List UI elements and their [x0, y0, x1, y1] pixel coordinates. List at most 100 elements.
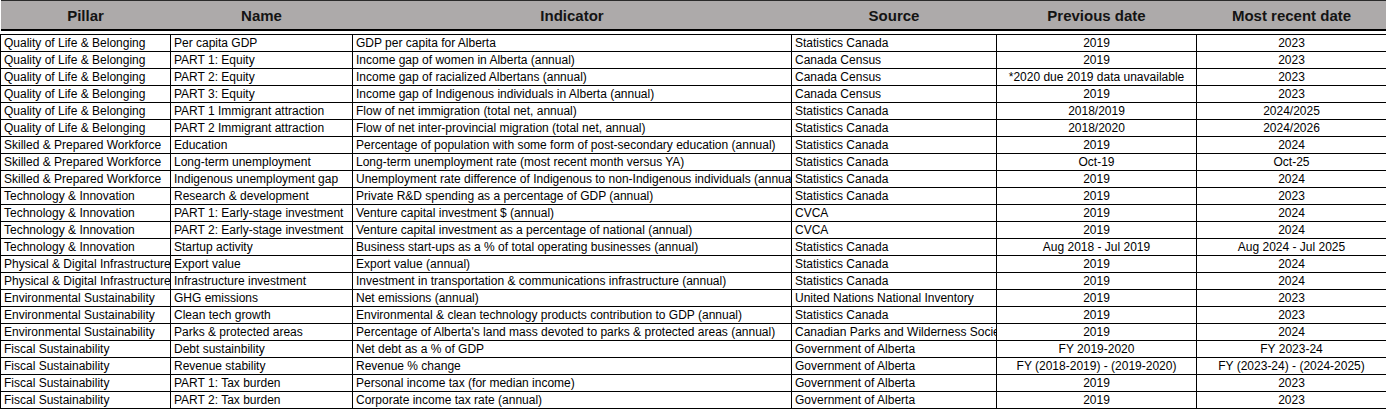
table-cell: 2023: [1197, 69, 1386, 86]
table-cell: 2019: [997, 35, 1197, 52]
table-cell: Income gap of Indigenous individuals in …: [353, 86, 792, 103]
table-cell: Quality of Life & Belonging: [1, 86, 171, 103]
table-cell: GDP per capita for Alberta: [353, 35, 792, 52]
header-row: Pillar Name Indicator Source Previous da…: [1, 1, 1386, 31]
table-cell: 2023: [1197, 375, 1386, 392]
table-cell: 2023: [1197, 52, 1386, 69]
table-cell: Technology & Innovation: [1, 239, 171, 256]
table-cell: 2023: [1197, 188, 1386, 205]
table-cell: 2023: [1197, 307, 1386, 324]
table-row: Quality of Life & BelongingPART 1 Immigr…: [1, 103, 1386, 120]
table-cell: 2024/2026: [1197, 120, 1386, 137]
table-cell: Physical & Digital Infrastructure: [1, 256, 171, 273]
table-cell: PART 2: Equity: [171, 69, 353, 86]
table-cell: 2024: [1197, 273, 1386, 290]
table-cell: PART 1: Early-stage investment: [171, 205, 353, 222]
table-cell: Skilled & Prepared Workforce: [1, 171, 171, 188]
table-cell: CVCA: [792, 205, 997, 222]
table-cell: Oct-25: [1197, 154, 1386, 171]
table-row: Fiscal SustainabilityDebt sustainbilityN…: [1, 341, 1386, 358]
table-cell: Flow of net inter-provincial migration (…: [353, 120, 792, 137]
table-cell: Clean tech growth: [171, 307, 353, 324]
table-cell: Canadian Parks and Wilderness Society: [792, 324, 997, 341]
table-cell: Net emissions (annual): [353, 290, 792, 307]
table-cell: Fiscal Sustainability: [1, 358, 171, 375]
table-cell: Revenue % change: [353, 358, 792, 375]
table-cell: Indigenous unemployment gap: [171, 171, 353, 188]
table-row: Quality of Life & BelongingPART 1: Equit…: [1, 52, 1386, 69]
table-cell: Environmental Sustainability: [1, 307, 171, 324]
table-cell: Technology & Innovation: [1, 222, 171, 239]
table-cell: 2019: [997, 273, 1197, 290]
table-row: Skilled & Prepared WorkforceIndigenous u…: [1, 171, 1386, 188]
table-cell: 2018/2020: [997, 120, 1197, 137]
table-row: Physical & Digital InfrastructureInfrast…: [1, 273, 1386, 290]
table-cell: Statistics Canada: [792, 137, 997, 154]
table-cell: 2019: [997, 375, 1197, 392]
table-cell: Export value: [171, 256, 353, 273]
table-row: Technology & InnovationStartup activityB…: [1, 239, 1386, 256]
table-cell: Technology & Innovation: [1, 188, 171, 205]
table-cell: FY (2023-24) - (2024-2025): [1197, 358, 1386, 375]
table-cell: Government of Alberta: [792, 341, 997, 358]
table-cell: Statistics Canada: [792, 307, 997, 324]
table-cell: Education: [171, 137, 353, 154]
table-cell: Flow of net immigration (total net, annu…: [353, 103, 792, 120]
table-cell: Statistics Canada: [792, 239, 997, 256]
table-row: Skilled & Prepared WorkforceEducationPer…: [1, 137, 1386, 154]
table-cell: United Nations National Inventory: [792, 290, 997, 307]
table-cell: Fiscal Sustainability: [1, 341, 171, 358]
table-cell: Net debt as a % of GDP: [353, 341, 792, 358]
table-cell: Fiscal Sustainability: [1, 375, 171, 392]
table-row: Skilled & Prepared WorkforceLong-term un…: [1, 154, 1386, 171]
table-cell: Canada Census: [792, 69, 997, 86]
table-cell: Personal income tax (for median income): [353, 375, 792, 392]
table-cell: PART 2 Immigrant attraction: [171, 120, 353, 137]
table-cell: Long-term unemployment: [171, 154, 353, 171]
table-cell: Oct-19: [997, 154, 1197, 171]
table-row: Physical & Digital InfrastructureExport …: [1, 256, 1386, 273]
table-cell: 2019: [997, 188, 1197, 205]
table-cell: 2019: [997, 392, 1197, 409]
table-cell: 2019: [997, 205, 1197, 222]
table-body: Quality of Life & BelongingPer capita GD…: [1, 30, 1386, 409]
table-cell: Environmental & clean technology product…: [353, 307, 792, 324]
table-cell: 2018/2019: [997, 103, 1197, 120]
table-cell: Statistics Canada: [792, 154, 997, 171]
table-cell: Statistics Canada: [792, 35, 997, 52]
table-cell: Statistics Canada: [792, 171, 997, 188]
table-cell: FY 2023-24: [1197, 341, 1386, 358]
table-cell: PART 1: Tax burden: [171, 375, 353, 392]
table-cell: PART 2: Early-stage investment: [171, 222, 353, 239]
table-cell: 2024: [1197, 137, 1386, 154]
table-row: Technology & InnovationResearch & develo…: [1, 188, 1386, 205]
table-cell: 2024: [1197, 205, 1386, 222]
column-header-most-recent-date: Most recent date: [1197, 1, 1386, 31]
table-cell: Private R&D spending as a percentage of …: [353, 188, 792, 205]
table-cell: Aug 2024 - Jul 2025: [1197, 239, 1386, 256]
table-cell: 2024/2025: [1197, 103, 1386, 120]
table-cell: 2023: [1197, 290, 1386, 307]
table-cell: Investment in transportation & communica…: [353, 273, 792, 290]
table-cell: Startup activity: [171, 239, 353, 256]
table-cell: 2024: [1197, 256, 1386, 273]
table-cell: 2024: [1197, 222, 1386, 239]
table-cell: Per capita GDP: [171, 35, 353, 52]
table-cell: Unemployment rate difference of Indigeno…: [353, 171, 792, 188]
column-header-indicator: Indicator: [353, 1, 792, 31]
table-cell: FY 2019-2020: [997, 341, 1197, 358]
table-cell: Research & development: [171, 188, 353, 205]
table-cell: 2024: [1197, 324, 1386, 341]
table-cell: Percentage of population with some form …: [353, 137, 792, 154]
table-cell: 2023: [1197, 35, 1386, 52]
table-cell: Quality of Life & Belonging: [1, 69, 171, 86]
table-cell: CVCA: [792, 222, 997, 239]
table-cell: Statistics Canada: [792, 120, 997, 137]
table-row: Fiscal SustainabilityPART 2: Tax burdenC…: [1, 392, 1386, 409]
table-cell: Quality of Life & Belonging: [1, 120, 171, 137]
table-cell: Environmental Sustainability: [1, 290, 171, 307]
table-row: Fiscal SustainabilityPART 1: Tax burdenP…: [1, 375, 1386, 392]
table-cell: Export value (annual): [353, 256, 792, 273]
table-row: Quality of Life & BelongingPART 3: Equit…: [1, 86, 1386, 103]
table-cell: Quality of Life & Belonging: [1, 103, 171, 120]
